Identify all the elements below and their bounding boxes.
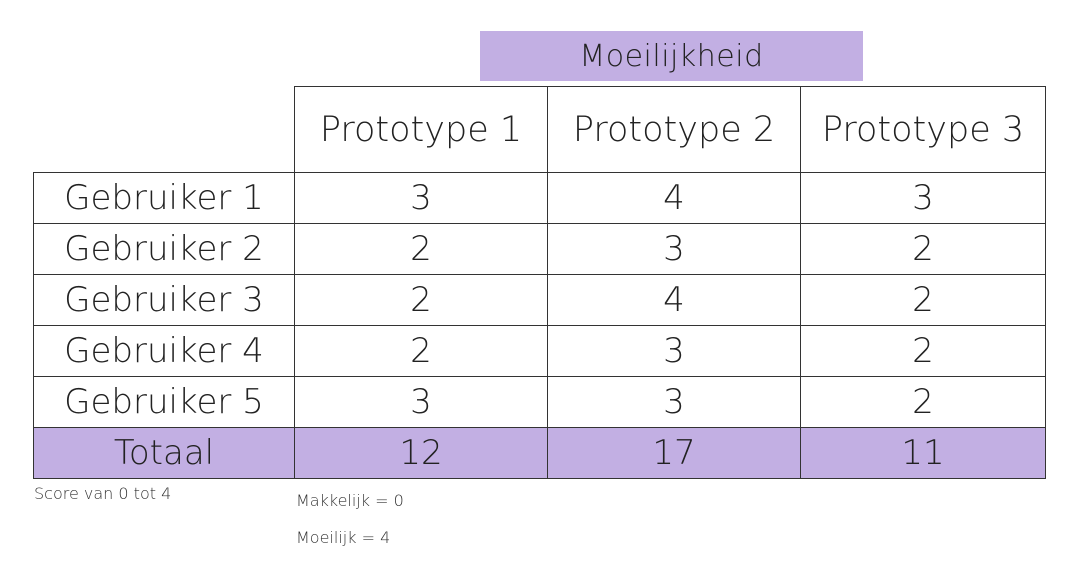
difficulty-table: Prototype 1 Prototype 2 Prototype 3 Gebr… [33,86,1046,479]
table-cell: 3 [547,223,801,275]
score-range-note: Score van 0 tot 4 [34,484,172,503]
table-cell: 2 [800,274,1046,326]
column-header-prototype-3: Prototype 3 [800,86,1046,173]
header-row: Prototype 1 Prototype 2 Prototype 3 [34,86,1046,173]
column-header-prototype-1: Prototype 1 [294,86,548,173]
table-cell: 2 [800,325,1046,377]
total-cell: 12 [294,427,548,479]
row-label: Gebruiker 1 [33,172,295,224]
difficulty-banner: Moeilijkheid [480,31,863,81]
table-cell: 2 [294,274,548,326]
table-row: Gebruiker 4 2 3 2 [33,325,1046,377]
total-cell: 17 [547,427,801,479]
table-cell: 2 [800,376,1046,428]
row-label: Gebruiker 4 [33,325,295,377]
table-cell: 3 [547,325,801,377]
total-row: Totaal 12 17 11 [33,427,1046,479]
total-cell: 11 [800,427,1046,479]
table-cell: 2 [294,325,548,377]
row-label: Gebruiker 5 [33,376,295,428]
table-cell: 3 [294,376,548,428]
table-row: Gebruiker 2 2 3 2 [33,223,1046,275]
table-cell: 2 [800,223,1046,275]
hard-legend-note: Moeilijk = 4 [296,528,391,547]
table-cell: 3 [294,172,548,224]
table-row: Gebruiker 1 3 4 3 [33,172,1046,224]
table-cell: 3 [547,376,801,428]
row-label: Gebruiker 3 [33,274,295,326]
empty-corner-cell [34,87,295,173]
table-cell: 4 [547,274,801,326]
easy-legend-note: Makkelijk = 0 [296,491,404,510]
table-cell: 2 [294,223,548,275]
table-row: Gebruiker 5 3 3 2 [33,376,1046,428]
row-label: Gebruiker 2 [33,223,295,275]
total-label: Totaal [33,427,295,479]
column-header-prototype-2: Prototype 2 [547,86,801,173]
table-cell: 3 [800,172,1046,224]
table-row: Gebruiker 3 2 4 2 [33,274,1046,326]
table-cell: 4 [547,172,801,224]
